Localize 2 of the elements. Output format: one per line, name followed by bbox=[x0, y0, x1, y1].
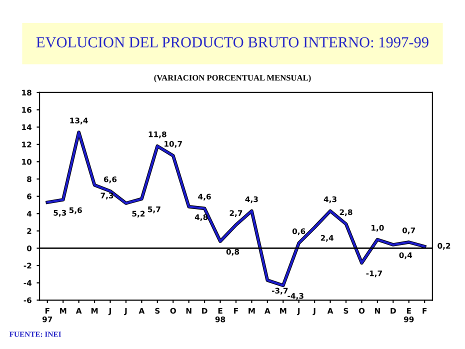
chart-subtitle: (VARIACION PORCENTUAL MENSUAL) bbox=[154, 74, 311, 82]
chart-title: EVOLUCION DEL PRODUCTO BRUTO INTERNO: 1997-99 bbox=[36, 37, 428, 48]
